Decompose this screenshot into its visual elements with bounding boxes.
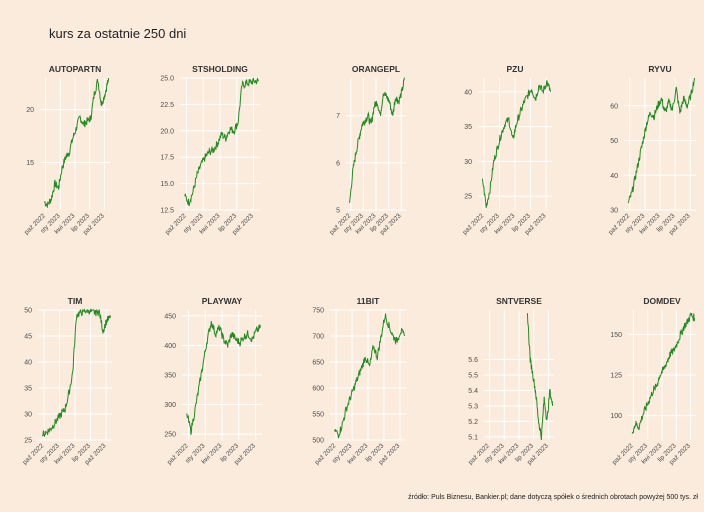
y-tick-label: 35 xyxy=(24,386,32,393)
y-tick-label: 250 xyxy=(164,432,176,439)
y-tick-label: 5.4 xyxy=(468,388,478,395)
y-tick-label: 15.0 xyxy=(160,181,174,188)
y-tick-label: 550 xyxy=(312,412,324,419)
y-tick-label: 300 xyxy=(164,402,176,409)
y-tick-label: 50 xyxy=(610,138,618,145)
y-tick-label: 20.0 xyxy=(160,128,174,135)
y-tick-label: 650 xyxy=(312,360,324,367)
panel-title: 11BIT xyxy=(357,296,380,306)
chart-title: kurs za ostatnie 250 dni xyxy=(49,26,187,41)
panel-title: RYVU xyxy=(648,64,671,74)
series-line-autopartn xyxy=(43,77,110,208)
y-tick-label: 450 xyxy=(164,313,176,320)
y-tick-label: 12.5 xyxy=(160,208,174,215)
y-tick-label: 40 xyxy=(464,89,472,96)
y-tick-label: 40 xyxy=(610,173,618,180)
y-tick-label: 22.5 xyxy=(160,102,174,109)
y-tick-label: 25 xyxy=(464,194,472,201)
y-tick-label: 5.2 xyxy=(468,419,478,426)
series-line-orangepl xyxy=(349,77,405,203)
y-tick-label: 30 xyxy=(464,159,472,166)
panel-title: PZU xyxy=(507,64,524,74)
y-tick-label: 150 xyxy=(610,332,622,339)
panel-title: PLAYWAY xyxy=(202,296,243,306)
y-tick-label: 500 xyxy=(312,438,324,445)
y-tick-label: 30 xyxy=(610,208,618,215)
y-tick-label: 5 xyxy=(336,208,340,215)
panel-title: DOMDEV xyxy=(643,296,681,306)
y-tick-label: 5.1 xyxy=(468,434,478,441)
y-tick-label: 750 xyxy=(312,308,324,315)
series-line-stsholding xyxy=(184,77,259,207)
y-tick-label: 35 xyxy=(464,124,472,131)
series-line-11bit xyxy=(334,313,405,439)
series-line-tim xyxy=(41,308,111,437)
y-tick-label: 30 xyxy=(24,412,32,419)
y-tick-label: 17.5 xyxy=(160,155,174,162)
y-tick-label: 5.3 xyxy=(468,403,478,410)
y-tick-label: 600 xyxy=(312,386,324,393)
panel-title: SNTVERSE xyxy=(496,296,542,306)
y-tick-label: 400 xyxy=(164,343,176,350)
series-line-pzu xyxy=(481,80,551,208)
y-tick-label: 125 xyxy=(610,373,622,380)
panel-title: STSHOLDING xyxy=(192,64,248,74)
series-line-domdev xyxy=(631,311,696,435)
y-tick-label: 40 xyxy=(24,360,32,367)
y-tick-label: 20 xyxy=(26,107,34,114)
y-tick-label: 7 xyxy=(336,113,340,120)
panel-title: TIM xyxy=(68,296,83,306)
y-tick-label: 25 xyxy=(24,438,32,445)
y-tick-label: 5.5 xyxy=(468,373,478,380)
series-line-ryvu xyxy=(627,77,696,204)
y-tick-label: 6 xyxy=(336,160,340,167)
series-line-sntverse xyxy=(526,313,554,441)
y-tick-label: 350 xyxy=(164,373,176,380)
source-caption: źródło: Puls Biznesu, Bankier.pl; dane d… xyxy=(408,494,698,501)
y-tick-label: 60 xyxy=(610,103,618,110)
y-tick-label: 25.0 xyxy=(160,76,174,83)
y-tick-label: 100 xyxy=(610,413,622,420)
panel-title: ORANGEPL xyxy=(352,64,400,74)
series-line-playway xyxy=(186,321,261,435)
panel-title: AUTOPARTN xyxy=(49,64,102,74)
y-tick-label: 5.6 xyxy=(468,357,478,364)
y-tick-label: 50 xyxy=(24,308,32,315)
y-tick-label: 700 xyxy=(312,334,324,341)
y-tick-label: 15 xyxy=(26,160,34,167)
y-tick-label: 45 xyxy=(24,334,32,341)
